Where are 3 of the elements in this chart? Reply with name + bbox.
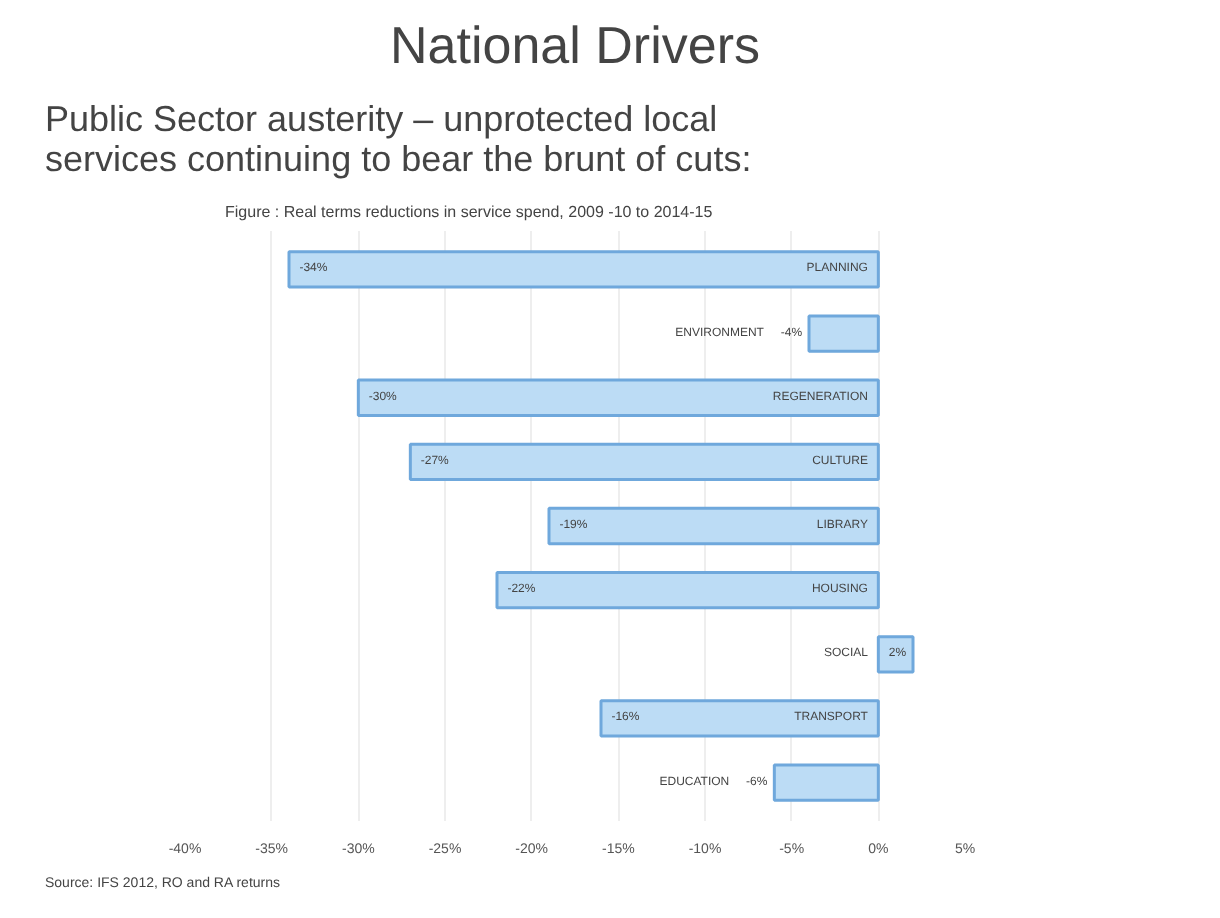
text: Figure : Real terms reductions in service spend, 2009 -10 to 2014-15 bbox=[225, 203, 714, 221]
chart-subtitle: Public Sector austerity – unprotected local services continuing to bear the brunt of cuts: bbox=[45, 99, 752, 179]
chart-title: National Drivers bbox=[390, 15, 760, 75]
